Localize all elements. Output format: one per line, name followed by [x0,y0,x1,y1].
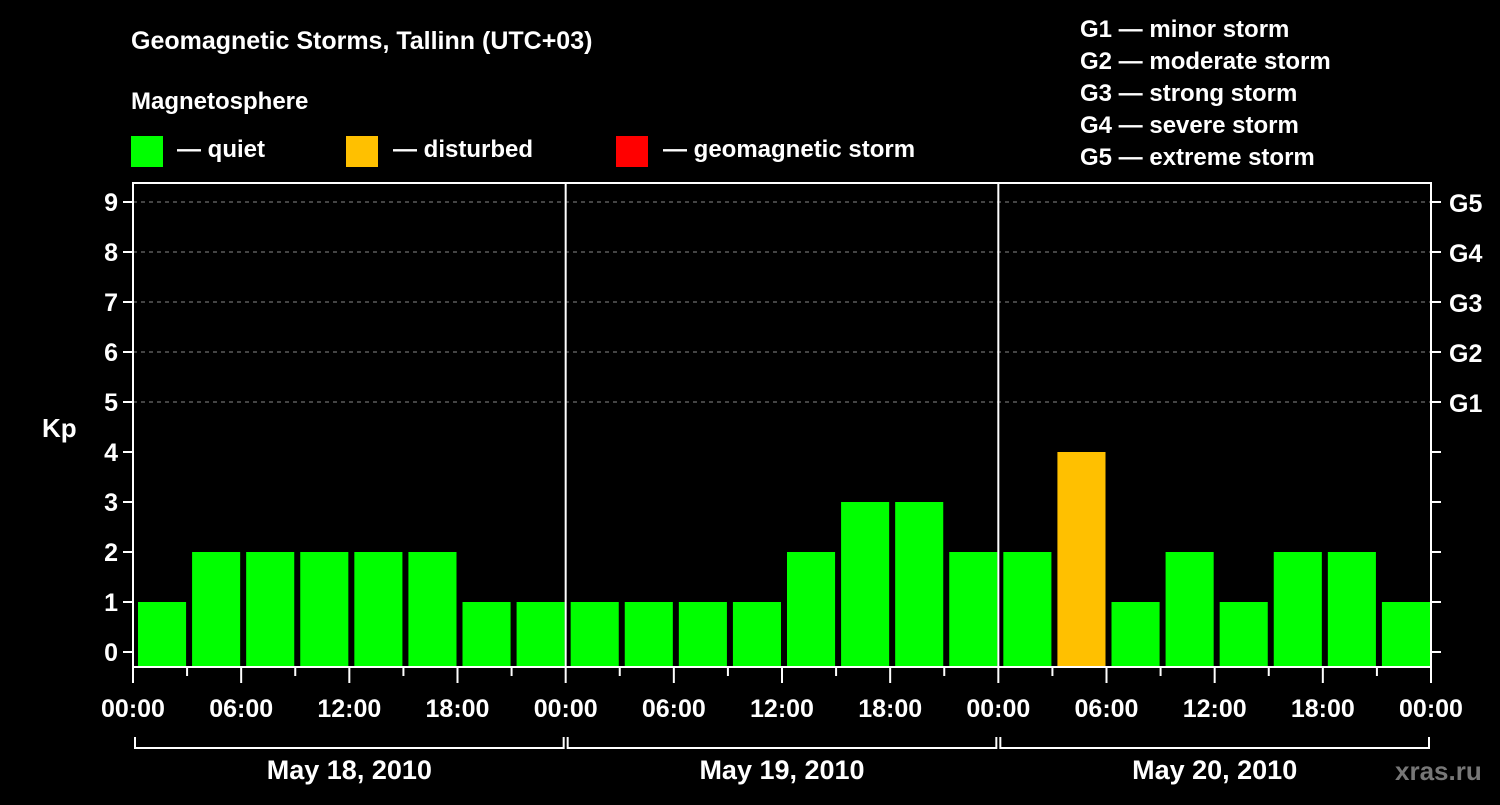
kp-bar [192,552,241,667]
legend: — quiet — disturbed — geomagnetic storm [131,136,915,167]
kp-bar [787,552,836,667]
kp-bar [354,552,403,667]
x-tick-label: 18:00 [426,695,490,723]
y-tick-label: 4 [104,439,118,467]
y-axis-label: Kp [42,413,77,443]
kp-bar [462,602,511,667]
kp-bar [1165,552,1214,667]
kp-bar [1057,452,1106,667]
x-tick-label: 00:00 [1399,695,1463,723]
x-tick-label: 06:00 [1075,695,1139,723]
kp-bar [408,552,457,667]
scale-g1: G1 — minor storm [1080,16,1289,43]
kp-bar [300,552,349,667]
kp-bar [1327,552,1376,667]
scale-g2: G2 — moderate storm [1080,48,1331,75]
scale-g4: G4 — severe storm [1080,112,1299,139]
kp-bar [895,502,944,667]
g-level-label: G1 [1449,390,1482,418]
kp-bar [678,602,727,667]
legend-label-disturbed: — disturbed [393,136,533,163]
x-tick-label: 12:00 [750,695,814,723]
day-label: May 18, 2010 [267,755,432,785]
kp-bar [1381,602,1430,667]
chart-title: Geomagnetic Storms, Tallinn (UTC+03) [131,27,592,55]
y-tick-label: 8 [104,239,118,267]
scale-g3: G3 — strong storm [1080,80,1297,107]
g-level-label: G4 [1449,240,1482,268]
grid [133,201,1431,403]
y-tick-label: 1 [104,589,118,617]
kp-bar [624,602,673,667]
kp-bar [1003,552,1052,667]
x-tick-label: 00:00 [534,695,598,723]
kp-bar [1111,602,1160,667]
y-tick-label: 6 [104,339,118,367]
g-level-label: G3 [1449,290,1482,318]
x-tick-label: 06:00 [642,695,706,723]
x-tick-label: 06:00 [209,695,273,723]
kp-bar [732,602,781,667]
y-tick-label: 3 [104,489,118,517]
kp-bar [516,602,565,667]
g-level-label: G2 [1449,340,1482,368]
y-tick-label: 0 [104,639,118,667]
kp-bar [841,502,890,667]
day-bracket [999,737,1430,749]
y-tick-label: 7 [104,289,118,317]
axes: 0 1 2 3 4 5 6 7 8 9 G1 G2 G3 G4 G5 00:00 06:00 12:00 18:00… [101,182,1482,785]
kp-bar [1273,552,1322,667]
kp-bar [246,552,295,667]
kp-bar [1219,602,1268,667]
day-bracket [134,737,565,749]
y-tick-label: 5 [104,389,118,417]
x-tick-label: 18:00 [1291,695,1355,723]
legend-swatch-quiet [131,136,163,167]
day-label: May 20, 2010 [1132,755,1297,785]
x-tick-label: 18:00 [858,695,922,723]
legend-swatch-storm [616,136,648,167]
legend-swatch-disturbed [346,136,378,167]
x-tick-label: 00:00 [101,695,165,723]
kp-bar [570,602,619,667]
kp-bar [949,552,998,667]
x-tick-label: 12:00 [1183,695,1247,723]
legend-label-storm: — geomagnetic storm [663,136,915,163]
y-tick-label: 2 [104,539,118,567]
scale-g5: G5 — extreme storm [1080,144,1315,171]
legend-title: Magnetosphere [131,88,308,115]
legend-label-quiet: — quiet [177,136,265,163]
g-level-label: G5 [1449,190,1482,218]
day-label: May 19, 2010 [699,755,864,785]
x-tick-label: 00:00 [966,695,1030,723]
x-tick-label: 12:00 [317,695,381,723]
kp-bar [138,602,187,667]
watermark: xras.ru [1395,756,1482,786]
day-bracket [566,737,998,749]
y-tick-label: 9 [104,189,118,217]
scale-legend: G1 — minor storm G2 — moderate storm G3 … [1080,16,1331,171]
bars [138,452,1430,667]
